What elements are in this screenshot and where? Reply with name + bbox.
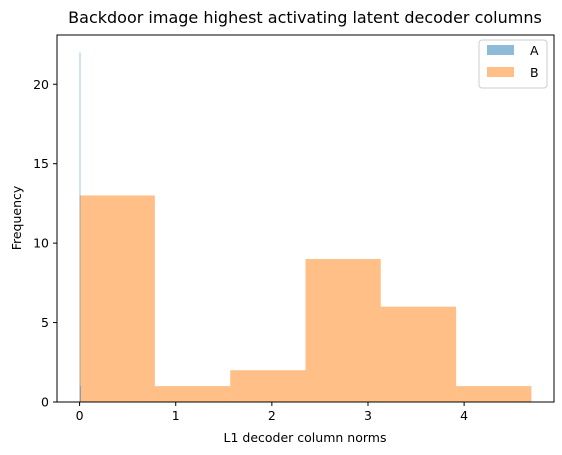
y-axis-ticks: 0 5 10 15 20: [33, 77, 57, 410]
y-axis-label: Frequency: [9, 185, 24, 250]
x-axis-label: L1 decoder column norms: [224, 430, 387, 445]
hist-bar-a-1: [79, 386, 81, 402]
y-tick-label: 0: [41, 395, 49, 410]
legend-swatch-b: [487, 67, 514, 77]
x-tick-label: 3: [364, 408, 372, 423]
y-tick-label: 20: [33, 77, 49, 92]
legend: AB: [478, 39, 548, 89]
plot-area: [79, 52, 532, 402]
x-tick-label: 1: [172, 408, 180, 423]
hist-bar-b-2: [230, 370, 306, 402]
hist-bar-a-0: [79, 52, 81, 402]
hist-bar-b-3: [305, 259, 381, 402]
y-tick-label: 5: [41, 315, 49, 330]
hist-bar-b-1: [154, 386, 231, 402]
y-tick-label: 10: [33, 236, 49, 251]
x-tick-label: 2: [268, 408, 276, 423]
axes-frame: [56, 34, 555, 403]
x-tick-label: 0: [76, 408, 84, 423]
hist-bar-b-4: [380, 306, 457, 402]
hist-bar-b-0: [79, 195, 155, 402]
x-tick-label: 4: [460, 408, 468, 423]
hist-bar-b-5: [456, 386, 532, 402]
x-axis-ticks: 0 1 2 3 4: [76, 402, 468, 423]
chart-title: Backdoor image highest activating latent…: [68, 8, 542, 27]
y-tick-label: 15: [33, 156, 49, 171]
legend-label-b: B: [530, 65, 539, 80]
legend-swatch-a: [487, 45, 514, 55]
legend-label-a: A: [530, 43, 539, 58]
